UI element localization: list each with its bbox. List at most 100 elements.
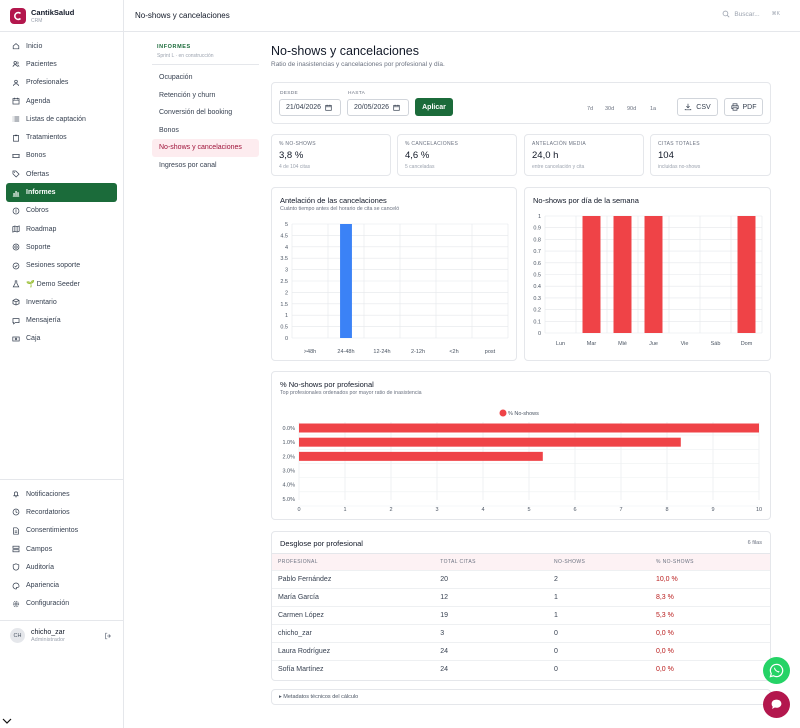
table-row[interactable]: Pablo Fernández 20 2 10,0 % <box>272 569 770 588</box>
table-row[interactable]: Laura Rodríguez 24 0 0,0 % <box>272 641 770 660</box>
range-30d[interactable]: 30d <box>605 106 615 112</box>
chart-icon <box>12 189 20 197</box>
bar[interactable] <box>299 451 543 461</box>
x-tick-label: 7 <box>619 507 622 513</box>
y-tick-label: 1.5 <box>280 302 288 308</box>
breakdown-table-card: Desglose por profesional 6 filas PROFESI… <box>271 531 771 681</box>
x-tick-label: Mar <box>587 341 597 347</box>
column-header[interactable]: PROFESIONAL <box>272 554 435 570</box>
sidebar-item-configuración[interactable]: Configuración <box>6 595 117 613</box>
legend-label: % No-shows <box>508 411 539 417</box>
sidebar-item-label: Caja <box>26 335 41 343</box>
x-tick-label: Mié <box>618 341 627 347</box>
technical-metadata-toggle[interactable]: ▸ Metadatos técnicos del cálculo <box>271 689 771 705</box>
sidebar-item-tratamientos[interactable]: Tratamientos <box>6 128 117 146</box>
bar[interactable] <box>737 216 756 333</box>
kpi-value: 104 <box>658 150 674 161</box>
to-date-input[interactable]: 20/05/2026 <box>347 99 409 116</box>
whatsapp-button[interactable] <box>763 657 790 684</box>
y-tick-label: 3 <box>285 268 288 274</box>
y-tick-label: 0.0% <box>282 426 295 432</box>
y-tick-label: 2.5 <box>280 279 288 285</box>
csv-button[interactable]: CSV <box>677 98 718 116</box>
sidebar-item-cobros[interactable]: Cobros <box>6 202 117 220</box>
bar[interactable] <box>613 216 632 333</box>
table-row[interactable]: María García 12 1 8,3 % <box>272 587 770 606</box>
bar[interactable] <box>582 216 601 333</box>
y-tick-label: 0.4 <box>533 284 541 290</box>
y-tick-label: 0.8 <box>533 237 541 243</box>
sidebar-item-campos[interactable]: Campos <box>6 540 117 558</box>
sidebar-item-recordatorios[interactable]: Recordatorios <box>6 503 117 521</box>
cell-no-shows: 0 <box>548 641 650 660</box>
pdf-button[interactable]: PDF <box>724 98 763 116</box>
subnav-item[interactable]: Ocupación <box>159 74 193 82</box>
chevron-down-icon[interactable] <box>2 716 12 726</box>
x-tick-label: Jue <box>649 341 658 347</box>
bar[interactable] <box>299 437 681 447</box>
cell-no-shows: 2 <box>548 569 650 588</box>
search-placeholder: Buscar... <box>734 10 760 18</box>
sidebar-item-label: Notificaciones <box>26 490 70 498</box>
x-tick-label: 1 <box>343 507 346 513</box>
sidebar-item-notificaciones[interactable]: Notificaciones <box>6 485 117 503</box>
chart-subtitle: Top profesionales ordenados por mayor ra… <box>280 390 422 396</box>
cell-total-citas: 12 <box>434 587 549 606</box>
sidebar-item-sesiones-soporte[interactable]: Sesiones soporte <box>6 257 117 275</box>
chat-support-button[interactable] <box>763 691 790 718</box>
sidebar-item-apariencia[interactable]: Apariencia <box>6 576 117 594</box>
brand[interactable]: CantikSalud CRM <box>10 8 74 24</box>
sidebar-item-listas-de-captación[interactable]: Listas de captación <box>6 110 117 128</box>
sidebar-item-pacientes[interactable]: Pacientes <box>6 55 117 73</box>
sidebar-item-ofertas[interactable]: Ofertas <box>6 165 117 183</box>
bar[interactable] <box>644 216 663 333</box>
bar[interactable] <box>299 423 759 433</box>
from-date-input[interactable]: 21/04/2026 <box>279 99 341 116</box>
sidebar-item-profesionales[interactable]: Profesionales <box>6 74 117 92</box>
search-input[interactable]: Buscar... ⌘K <box>722 10 780 18</box>
cell-profesional: Pablo Fernández <box>272 569 435 588</box>
sidebar-item-caja[interactable]: Caja <box>6 330 117 348</box>
table-row[interactable]: Sofía Martínez 24 0 0,0 % <box>272 659 770 678</box>
range-1a[interactable]: 1a <box>650 106 657 112</box>
chart-legend[interactable]: % No-shows <box>499 409 540 418</box>
sidebar-item-roadmap[interactable]: Roadmap <box>6 220 117 238</box>
sidebar-item-auditoría[interactable]: Auditoría <box>6 558 117 576</box>
kpi-sub: 5 canceladas <box>405 164 435 170</box>
subnav-item[interactable]: Ingresos por canal <box>159 161 217 169</box>
subnav-item[interactable]: Retención y churn <box>159 91 216 99</box>
sidebar-item-consentimientos[interactable]: Consentimientos <box>6 522 117 540</box>
sidebar-item-inicio[interactable]: Inicio <box>6 37 117 55</box>
sidebar-item-mensajería[interactable]: Mensajería <box>6 311 117 329</box>
subnav-item[interactable]: Conversión del booking <box>159 109 233 117</box>
table-row[interactable]: chicho_zar 3 0 0,0 % <box>272 623 770 642</box>
chart-card-weekday: No-shows por día de la semana 0 0.1 0.2 0.3… <box>524 187 771 361</box>
range-90d[interactable]: 90d <box>627 106 637 112</box>
sidebar-item-informes[interactable]: Informes <box>6 183 117 202</box>
column-header[interactable]: TOTAL CITAS <box>434 554 549 570</box>
sidebar-item-agenda[interactable]: Agenda <box>6 92 117 110</box>
y-tick-label: 1 <box>538 214 541 220</box>
sidebar-item-soporte[interactable]: Soporte <box>6 238 117 256</box>
x-tick-label: 2 <box>389 507 392 513</box>
logout-icon[interactable] <box>104 632 112 640</box>
y-tick-label: 0 <box>285 336 288 342</box>
y-tick-label: 0.5 <box>280 325 288 331</box>
sidebar-item-bonos[interactable]: Bonos <box>6 147 117 165</box>
logo-icon <box>10 8 26 24</box>
user-profile[interactable]: CH chicho_zar Administrador <box>10 628 114 643</box>
calendar-icon <box>393 104 400 111</box>
bar[interactable] <box>340 224 352 338</box>
subnav-item[interactable]: Bonos <box>159 126 179 134</box>
table-row[interactable]: Carmen López 19 1 5,3 % <box>272 605 770 624</box>
app-name: CantikSalud <box>31 8 75 17</box>
sidebar-item-demo-seeder[interactable]: 🌱 Demo Seeder <box>6 275 117 293</box>
column-header[interactable]: % NO-SHOWS <box>649 554 770 570</box>
range-7d[interactable]: 7d <box>587 106 594 112</box>
apply-button[interactable]: Aplicar <box>415 98 453 116</box>
chart-title: Antelación de las cancelaciones <box>280 196 387 205</box>
column-header[interactable]: NO-SHOWS <box>548 554 650 570</box>
sidebar-item-label: Inventario <box>26 298 57 306</box>
subnav-item[interactable]: No-shows y cancelaciones <box>152 139 259 157</box>
sidebar-item-inventario[interactable]: Inventario <box>6 293 117 311</box>
